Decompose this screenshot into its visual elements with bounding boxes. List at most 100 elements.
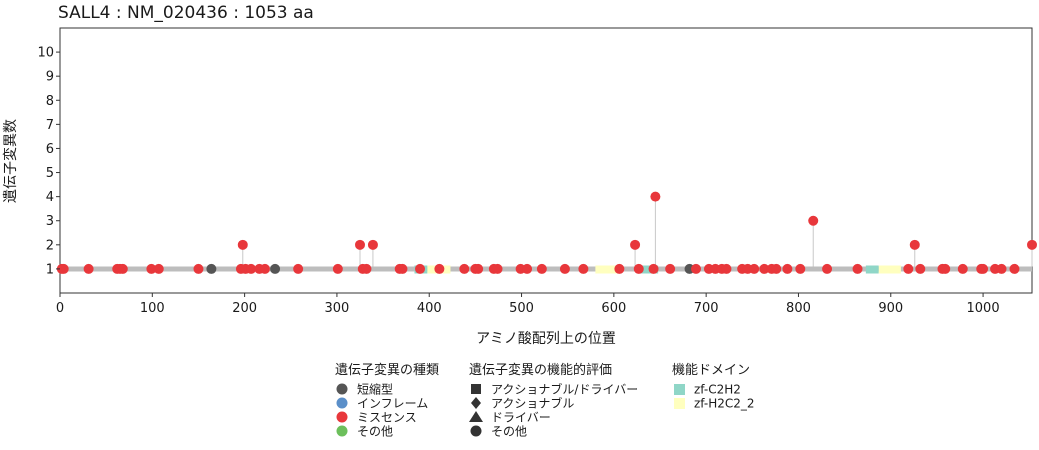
- mutation-point-missense: [721, 263, 732, 274]
- x-tick-label: 800: [786, 301, 811, 316]
- y-tick-label: 6: [46, 142, 54, 157]
- mutation-point-missense: [630, 239, 641, 250]
- mutation-point-missense: [822, 263, 833, 274]
- x-axis-title: アミノ酸配列上の位置: [476, 331, 616, 347]
- mutation-point-missense: [367, 239, 378, 250]
- legend-domain-title: 機能ドメイン: [672, 363, 750, 378]
- y-tick-label: 7: [46, 118, 54, 133]
- mutation-point-missense: [117, 263, 128, 274]
- mutation-point-missense: [749, 263, 760, 274]
- mutation-point-missense: [648, 263, 659, 274]
- x-tick-label: 0: [56, 301, 64, 316]
- legend-label-eval: ドライバー: [491, 411, 551, 425]
- legend-label-type: ミスセンス: [357, 411, 417, 425]
- mutation-point-missense: [915, 263, 926, 274]
- mutation-point-missense: [957, 263, 968, 274]
- mutation-point-missense: [852, 263, 863, 274]
- y-tick-label: 1: [46, 262, 54, 277]
- mutation-point-missense: [559, 263, 570, 274]
- x-tick-label: 700: [694, 301, 719, 316]
- y-tick-label: 4: [46, 190, 54, 205]
- mutation-point-missense: [397, 263, 408, 274]
- legend-eval-title: 遺伝子変異の機能的評価: [469, 362, 612, 378]
- mutation-point-missense: [153, 263, 164, 274]
- mutation-point-missense: [665, 263, 676, 274]
- y-tick-label: 2: [46, 238, 54, 253]
- legend-swatch-truncating: [336, 383, 348, 395]
- y-tick-label: 8: [46, 94, 54, 109]
- mutation-point-missense: [578, 263, 589, 274]
- mutation-point-missense: [978, 263, 989, 274]
- legend-swatch-missense: [336, 411, 348, 423]
- legend-label-type: 短縮型: [357, 382, 393, 397]
- x-tick-label: 400: [417, 301, 442, 316]
- mutation-point-missense: [614, 263, 625, 274]
- mutation-point-missense: [434, 263, 445, 274]
- legend-shape-triangle: [469, 411, 483, 422]
- legend-label-type: その他: [357, 425, 393, 439]
- y-tick-label: 5: [46, 166, 54, 181]
- mutation-point-missense: [459, 263, 470, 274]
- mutation-point-missense: [332, 263, 343, 274]
- domain-zf-H2C2_2: [595, 265, 619, 274]
- legend-label-eval: アクショナブル/ドライバー: [491, 382, 638, 397]
- y-axis-title: 遺伝子変異数: [2, 119, 19, 203]
- mutation-point-layer: [56, 191, 1037, 274]
- y-axis: 1 2 3 4 5 6 7 8 9 10: [37, 46, 60, 277]
- legend-label-eval: その他: [491, 425, 527, 439]
- mutation-point-missense: [492, 263, 503, 274]
- legend: 遺伝子変異の種類 遺伝子変異の機能的評価 機能ドメイン 短縮型インフレームミスセ…: [335, 362, 755, 439]
- x-tick-label: 200: [232, 301, 257, 316]
- x-axis: 0 100 200 300 400 500 600 700 800 900 1000: [56, 293, 1000, 316]
- mutation-point-truncating: [206, 263, 217, 274]
- mutation-point-missense: [903, 263, 914, 274]
- x-tick-label: 900: [878, 301, 903, 316]
- legend-label-type: インフレーム: [357, 397, 428, 411]
- mutation-point-missense: [1009, 263, 1020, 274]
- mutation-point-missense: [355, 239, 365, 250]
- mutation-point-missense: [795, 263, 806, 274]
- mutation-point-missense: [782, 263, 793, 274]
- mutation-point-missense: [691, 263, 701, 274]
- mutation-point-missense: [759, 263, 770, 274]
- domain-zf-H2C2_2: [878, 265, 901, 274]
- mutation-point-missense: [909, 239, 920, 250]
- mutation-point-missense: [237, 239, 248, 250]
- mutation-point-missense: [808, 215, 819, 226]
- mutation-point-missense: [415, 263, 425, 274]
- legend-label-eval: アクショナブル: [491, 396, 574, 411]
- x-tick-label: 1000: [967, 301, 1000, 316]
- mutation-point-missense: [940, 263, 951, 274]
- y-tick-label: 10: [37, 46, 54, 61]
- x-tick-label: 500: [509, 301, 534, 316]
- mutation-point-missense: [246, 263, 257, 274]
- legend-shape-square: [471, 384, 481, 394]
- domain-zf-C2H2: [637, 265, 659, 274]
- x-tick-label: 100: [140, 301, 165, 316]
- mutation-point-missense: [83, 263, 94, 274]
- legend-shape-circle: [470, 425, 482, 437]
- mutation-point-missense: [771, 263, 782, 274]
- mutation-point-missense: [1027, 239, 1037, 250]
- mutation-point-missense: [293, 263, 304, 274]
- y-tick-label: 3: [46, 214, 54, 229]
- chart-title: SALL4 : NM_020436 : 1053 aa: [58, 3, 314, 23]
- mutation-point-missense: [473, 263, 484, 274]
- x-tick-label: 600: [601, 301, 626, 316]
- legend-swatch-zf_C2H2: [674, 384, 685, 395]
- mutation-point-missense: [146, 263, 157, 274]
- mutation-point-missense: [58, 263, 69, 274]
- mutation-point-missense: [361, 263, 372, 274]
- legend-label-domain: zf-C2H2: [694, 383, 741, 397]
- mutation-point-missense: [259, 263, 270, 274]
- legend-swatch-zf_H2C2_2: [674, 398, 685, 409]
- mutation-point-missense: [522, 263, 533, 274]
- legend-swatch-other: [336, 425, 348, 437]
- legend-shape-diamond: [471, 397, 481, 409]
- legend-label-domain: zf-H2C2_2: [694, 397, 755, 411]
- mutation-point-missense: [996, 263, 1007, 274]
- legend-swatch-inframe: [336, 397, 348, 409]
- x-tick-label: 300: [325, 301, 350, 316]
- y-tick-label: 9: [46, 70, 54, 85]
